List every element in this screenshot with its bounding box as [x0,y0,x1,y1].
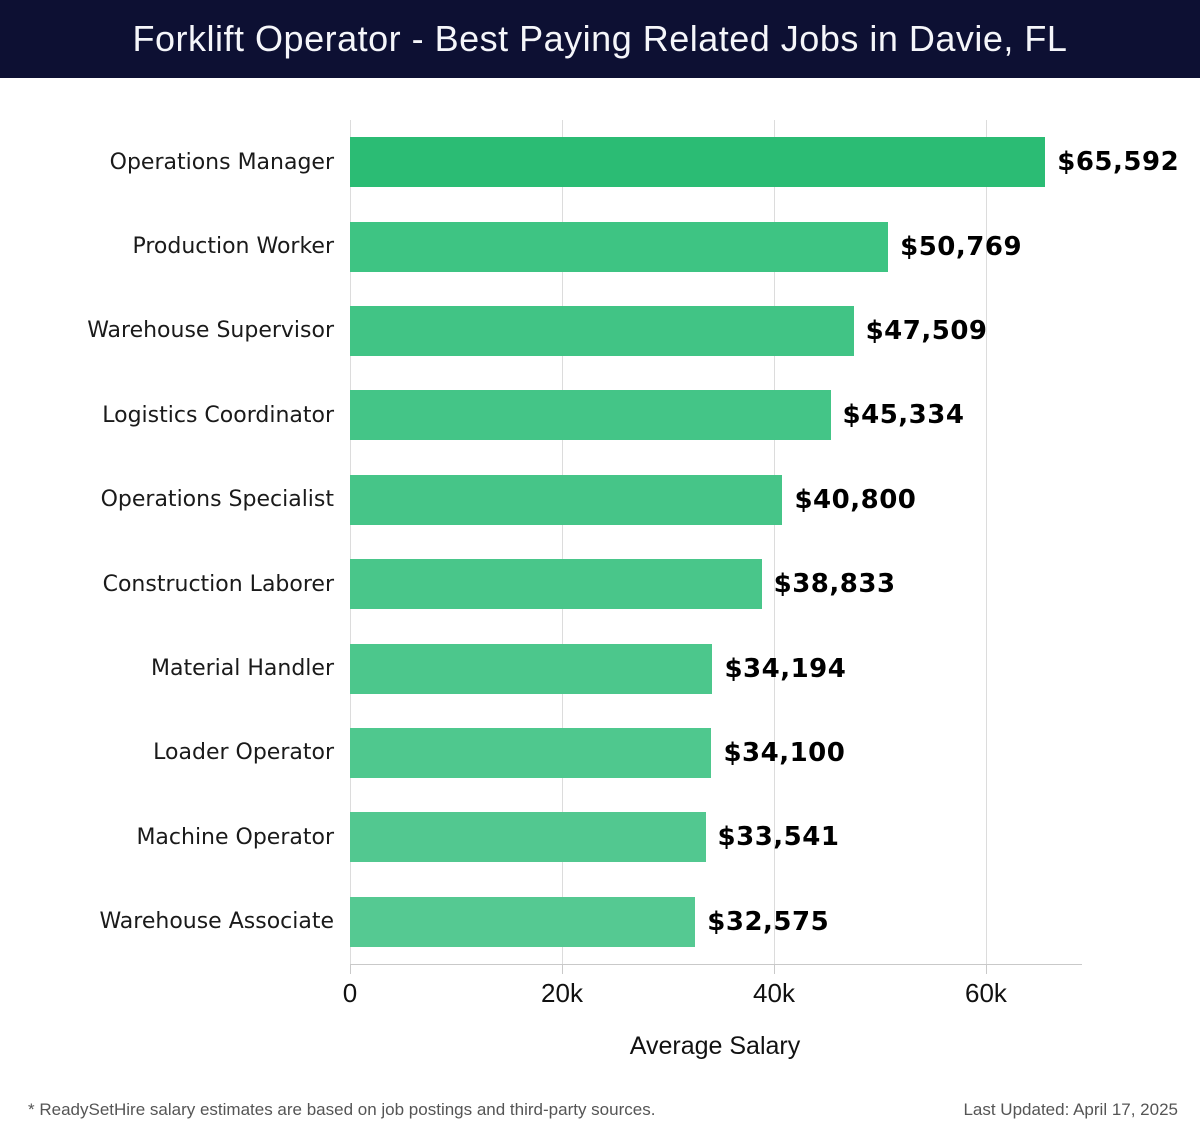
header-bar: Forklift Operator - Best Paying Related … [0,0,1200,78]
gridline [350,120,351,964]
bar-row: Warehouse Associate $32,575 [0,880,1200,964]
bar-row: Machine Operator $33,541 [0,795,1200,879]
footer-last-updated: Last Updated: April 17, 2025 [963,1100,1178,1119]
bar [350,474,783,525]
bar-category-label: Material Handler [151,656,334,682]
bar-category-label: Operations Specialist [100,487,334,513]
bar-track: $50,769 [350,204,1080,288]
bar [350,812,706,863]
bar-row: Construction Laborer $38,833 [0,542,1200,626]
footer-note: * ReadySetHire salary estimates are base… [28,1100,656,1119]
x-tick-label: 20k [541,978,583,1008]
x-tick-mark [561,964,563,974]
bar-track: $40,800 [350,458,1080,542]
bar-row: Operations Specialist $40,800 [0,458,1200,542]
page-title: Forklift Operator - Best Paying Related … [132,18,1068,59]
bar [350,221,889,272]
bar-value-label: $40,800 [794,484,917,515]
x-tick-label: 0 [342,978,358,1008]
bar-track: $65,592 [350,120,1179,204]
gridline [773,120,775,964]
x-tick-label: 60k [965,978,1007,1008]
gridline [561,120,563,964]
bar [350,305,854,356]
bar-category-label: Logistics Coordinator [102,402,334,428]
bar-value-label: $50,769 [900,231,1023,262]
x-tick-mark [773,964,775,974]
bar [350,559,762,610]
plot-grid [350,120,1082,974]
bar-row: Production Worker $50,769 [0,204,1200,288]
bar-category-label: Operations Manager [109,149,334,175]
bar-track: $32,575 [350,880,1080,964]
bar-row: Warehouse Supervisor $47,509 [0,289,1200,373]
bar-row: Loader Operator $34,100 [0,711,1200,795]
bar-row: Material Handler $34,194 [0,626,1200,710]
bar-category-label: Machine Operator [136,824,334,850]
x-tick-mark [350,964,351,974]
bar [350,896,696,947]
bar-track: $47,509 [350,289,1080,373]
bar [350,137,1046,188]
bar-value-label: $45,334 [842,400,965,431]
bar-value-label: $34,100 [723,737,846,768]
bar-track: $38,833 [350,542,1080,626]
bar-category-label: Warehouse Associate [99,909,334,935]
bar-rows: Operations Manager $65,592 Production Work… [0,120,1200,964]
bar-value-label: $34,194 [724,653,847,684]
bar-category-label: Production Worker [132,234,334,260]
x-tick-mark [985,964,987,974]
bar-value-label: $38,833 [773,569,896,600]
bar-value-label: $32,575 [707,906,830,937]
bar-track: $33,541 [350,795,1080,879]
x-tick-label: 40k [753,978,795,1008]
bar-track: $34,194 [350,626,1080,710]
bar [350,727,712,778]
bar-row: Logistics Coordinator $45,334 [0,373,1200,457]
x-axis-line [350,964,1082,965]
bar-track: $45,334 [350,373,1080,457]
bar-track: $34,100 [350,711,1080,795]
bar-category-label: Warehouse Supervisor [87,318,334,344]
bar-category-label: Loader Operator [153,740,334,766]
gridline [985,120,987,964]
x-axis-ticks: 0 20k 40k 60k [343,978,1080,1012]
bar-category-label: Construction Laborer [102,571,334,597]
bar [350,390,831,441]
bar-value-label: $33,541 [717,822,840,853]
bar-row: Operations Manager $65,592 [0,120,1200,204]
x-axis-title: Average Salary [629,1032,801,1060]
bar-value-label: $47,509 [865,315,988,346]
bar [350,643,713,694]
bar-value-label: $65,592 [1057,147,1180,178]
